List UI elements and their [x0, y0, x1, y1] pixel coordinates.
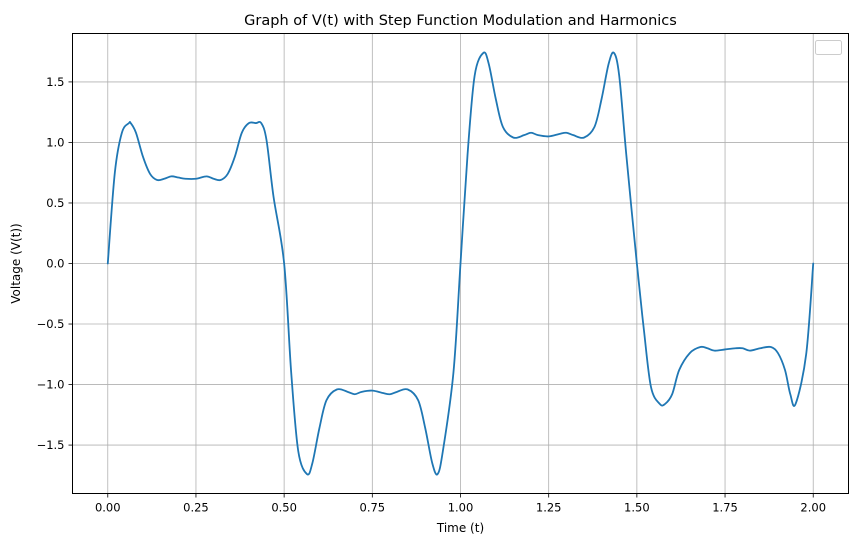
x-tick-label: 1.50: [624, 501, 650, 515]
x-axis-ticks: 0.00 0.25 0.50 0.75 1.00 1.25 1.50 1.75 2.00: [95, 493, 826, 515]
x-tick-label: 0.75: [360, 501, 386, 515]
chart-title: Graph of V(t) with Step Function Modulat…: [244, 13, 677, 29]
y-tick-label: −0.5: [37, 317, 65, 331]
x-tick-label: 2.00: [800, 501, 826, 515]
grid: [72, 33, 849, 494]
x-tick-label: 1.00: [448, 501, 474, 515]
y-tick-label: 1.0: [46, 135, 64, 149]
x-tick-label: 0.25: [183, 501, 209, 515]
y-tick-label: −1.5: [37, 438, 65, 452]
x-axis-label: Time (t): [436, 521, 484, 535]
series-line: [106, 51, 815, 476]
y-axis-label: Voltage (V(t)): [9, 223, 23, 303]
y-tick-label: 0.5: [46, 196, 64, 210]
y-tick-label: 1.5: [46, 75, 64, 89]
x-tick-label: 1.25: [536, 501, 562, 515]
x-tick-label: 0.50: [271, 501, 297, 515]
y-tick-label: −1.0: [37, 378, 65, 392]
x-tick-label: 0.00: [95, 501, 121, 515]
legend-box: [815, 40, 842, 55]
x-tick-label: 1.75: [712, 501, 738, 515]
y-axis-ticks: −1.5 −1.0 −0.5 0.0 0.5 1.0 1.5: [37, 75, 73, 452]
y-tick-label: 0.0: [46, 257, 64, 271]
